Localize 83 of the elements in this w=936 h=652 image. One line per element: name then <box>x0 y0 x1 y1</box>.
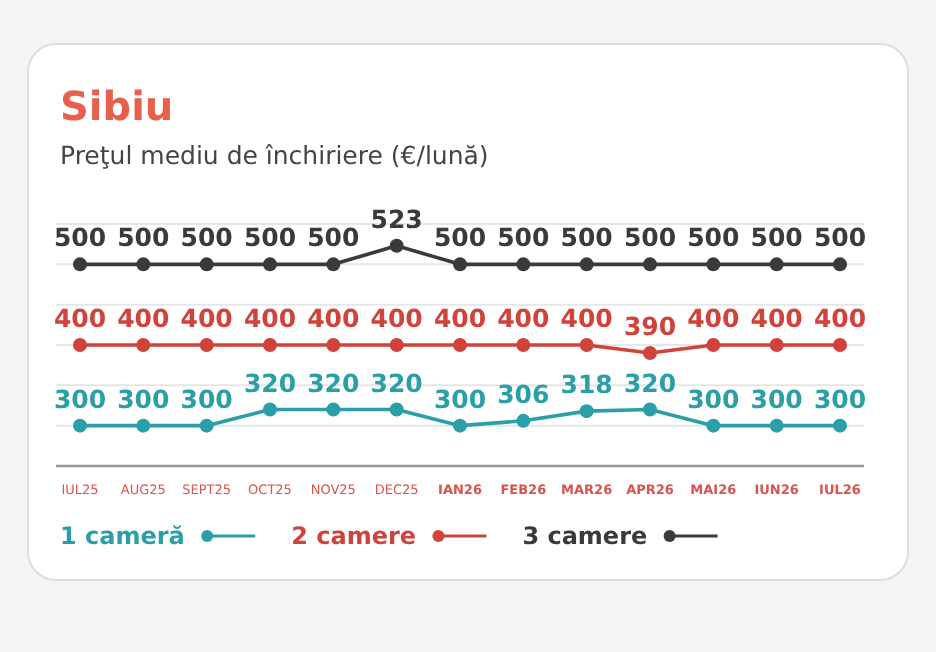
point <box>643 346 657 361</box>
point <box>706 338 721 352</box>
data-label: 500 <box>750 222 804 253</box>
data-label: 400 <box>497 303 551 333</box>
chart-title: Sibiu <box>60 82 174 130</box>
point <box>706 418 721 433</box>
data-label: 500 <box>53 222 107 253</box>
data-label: 400 <box>433 303 487 333</box>
point <box>769 418 784 433</box>
data-label: 300 <box>433 383 487 414</box>
data-label: 318 <box>560 369 613 400</box>
point <box>453 257 467 272</box>
data-label: 300 <box>813 383 867 414</box>
point <box>326 257 341 272</box>
data-label: 400 <box>370 303 424 333</box>
data-label: 306 <box>497 378 551 409</box>
data-label: 320 <box>370 367 424 398</box>
point <box>706 257 721 272</box>
point <box>453 418 467 433</box>
data-label: 390 <box>623 311 677 342</box>
data-label: 500 <box>180 222 234 253</box>
point <box>326 402 341 417</box>
legend-label: 2 camere <box>291 522 417 550</box>
data-label: 320 <box>623 367 677 398</box>
legend-label: 3 camere <box>522 522 648 550</box>
point <box>73 338 87 352</box>
data-label: 400 <box>53 303 107 333</box>
data-label: 523 <box>370 203 423 234</box>
point <box>73 257 87 272</box>
point <box>769 257 784 272</box>
point <box>136 338 151 352</box>
point <box>263 338 277 352</box>
point <box>389 238 404 253</box>
point <box>199 418 214 433</box>
data-label: 500 <box>560 222 614 253</box>
point <box>199 257 214 272</box>
point <box>516 257 531 272</box>
data-label: 500 <box>243 222 297 253</box>
point <box>389 338 404 352</box>
data-label: 400 <box>307 303 361 333</box>
point <box>263 402 277 417</box>
point <box>579 257 594 272</box>
data-label: 300 <box>180 383 234 414</box>
data-label: 300 <box>117 383 171 414</box>
point <box>453 338 467 352</box>
point <box>263 257 277 272</box>
point <box>73 418 87 433</box>
data-label: 320 <box>307 367 361 398</box>
data-label: 300 <box>750 383 804 414</box>
data-label: 500 <box>433 222 487 253</box>
data-label: 500 <box>623 222 677 253</box>
data-label: 400 <box>180 303 234 333</box>
data-label: 400 <box>813 303 867 333</box>
point <box>136 257 151 272</box>
data-label: 500 <box>117 222 171 253</box>
data-label: 500 <box>307 222 361 253</box>
point <box>579 404 594 419</box>
data-label: 400 <box>243 303 297 333</box>
data-label: 300 <box>53 383 107 414</box>
data-label: 320 <box>243 367 297 398</box>
point <box>643 402 657 417</box>
point <box>579 338 594 352</box>
chart-subtitle: Preţul mediu de închiriere (€/lună) <box>60 140 489 170</box>
point <box>326 338 341 352</box>
point <box>199 338 214 352</box>
point <box>516 413 531 428</box>
point <box>516 338 531 352</box>
data-label: 400 <box>560 303 614 333</box>
point <box>389 402 404 417</box>
point <box>833 418 847 433</box>
data-label: 400 <box>750 303 804 333</box>
data-label: 400 <box>687 303 741 333</box>
data-label: 300 <box>687 383 741 414</box>
data-label: 500 <box>687 222 741 253</box>
data-label: 500 <box>497 222 551 253</box>
legend-label: 1 cameră <box>60 522 185 550</box>
data-label: 500 <box>813 222 867 253</box>
point <box>643 257 657 272</box>
data-label: 400 <box>117 303 171 333</box>
point <box>769 338 784 352</box>
point <box>833 257 847 272</box>
point <box>136 418 151 433</box>
point <box>833 338 847 352</box>
